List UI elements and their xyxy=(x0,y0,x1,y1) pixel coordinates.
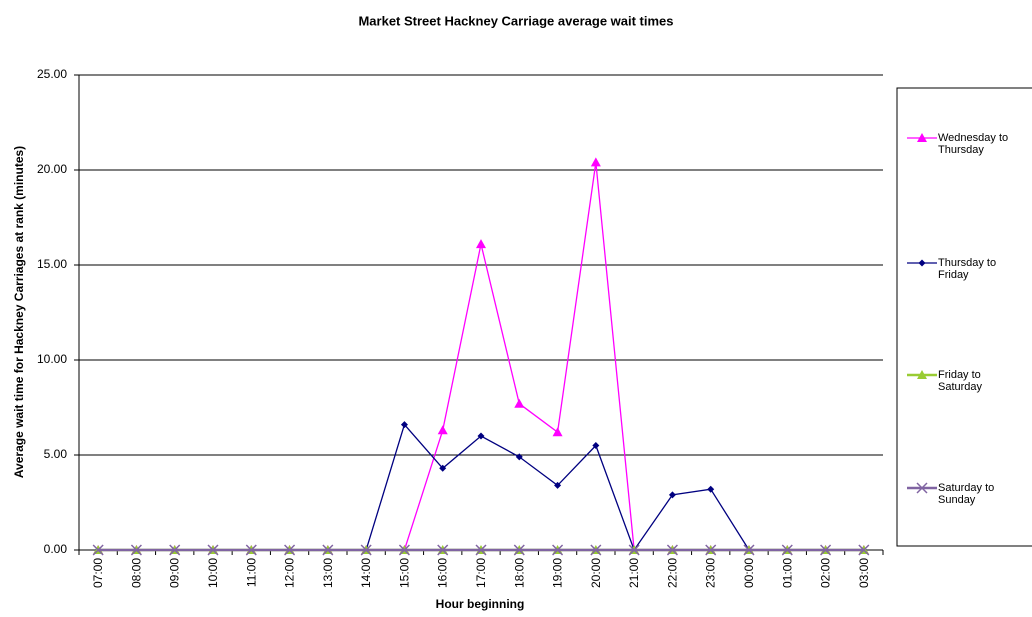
point xyxy=(743,544,755,556)
x-tick-label: 17:00 xyxy=(474,558,488,588)
legend-marker xyxy=(917,133,927,142)
x-tick-label: 21:00 xyxy=(627,558,641,588)
point xyxy=(781,544,793,556)
point xyxy=(707,485,715,493)
point xyxy=(284,544,296,556)
legend-label: Saturday to Sunday xyxy=(938,482,995,506)
legend-marker xyxy=(918,259,926,267)
x-tick-label: 23:00 xyxy=(704,558,718,588)
legend-label: Thursday to Friday xyxy=(938,257,997,281)
point xyxy=(360,544,372,556)
x-tick-label: 22:00 xyxy=(665,558,679,588)
point xyxy=(705,544,717,556)
point xyxy=(514,398,525,408)
series-line xyxy=(98,162,864,551)
point xyxy=(130,544,142,556)
point xyxy=(92,544,104,556)
point xyxy=(590,544,602,556)
point xyxy=(552,427,563,437)
point xyxy=(668,491,676,499)
x-tick-label: 16:00 xyxy=(436,558,450,588)
legend-label: Friday to Saturday xyxy=(938,369,983,393)
point xyxy=(476,239,486,249)
legend-marker xyxy=(916,482,928,494)
x-tick-label: 07:00 xyxy=(91,558,105,588)
x-tick-label: 03:00 xyxy=(857,558,871,588)
point xyxy=(207,544,219,556)
series-line xyxy=(98,423,864,552)
point xyxy=(513,544,525,556)
x-tick-label: 18:00 xyxy=(512,558,526,588)
x-tick-label: 08:00 xyxy=(129,558,143,588)
x-tick-label: 19:00 xyxy=(551,558,565,588)
y-tick-label: 15.00 xyxy=(37,257,67,271)
x-tick-label: 09:00 xyxy=(168,558,182,588)
x-tick-label: 14:00 xyxy=(359,558,373,588)
x-tick-label: 00:00 xyxy=(742,558,756,588)
y-tick-label: 10.00 xyxy=(37,352,67,366)
point xyxy=(628,544,640,556)
point xyxy=(858,544,870,556)
y-axis-title: Average wait time for Hackney Carriages … xyxy=(12,146,26,478)
point xyxy=(592,442,600,449)
point xyxy=(554,481,562,489)
point xyxy=(169,544,181,556)
point xyxy=(515,453,523,461)
x-axis-title: Hour beginning xyxy=(436,597,525,611)
point xyxy=(245,544,257,556)
point xyxy=(437,544,449,556)
point xyxy=(475,544,487,556)
legend-box xyxy=(896,87,1032,547)
y-tick-label: 5.00 xyxy=(44,447,68,461)
point xyxy=(552,544,564,556)
point xyxy=(322,544,334,556)
x-tick-label: 12:00 xyxy=(283,558,297,588)
point xyxy=(477,432,485,440)
legend-label: Wednesday to Thursday xyxy=(938,132,1009,156)
y-tick-label: 20.00 xyxy=(37,162,67,176)
point xyxy=(590,157,601,167)
x-tick-label: 20:00 xyxy=(589,558,603,588)
y-tick-label: 0.00 xyxy=(44,542,68,556)
point xyxy=(398,544,410,556)
x-tick-label: 11:00 xyxy=(244,558,258,587)
point xyxy=(400,421,408,429)
point xyxy=(439,464,447,472)
point xyxy=(437,425,448,435)
legend-marker xyxy=(917,370,927,379)
x-tick-label: 01:00 xyxy=(780,558,794,588)
chart-title: Market Street Hackney Carriage average w… xyxy=(358,13,673,28)
x-tick-label: 13:00 xyxy=(321,558,335,588)
y-tick-label: 25.00 xyxy=(37,67,67,81)
point xyxy=(666,544,678,556)
x-tick-label: 15:00 xyxy=(397,558,411,588)
x-tick-label: 02:00 xyxy=(819,558,833,588)
point xyxy=(820,544,832,556)
x-tick-label: 10:00 xyxy=(206,558,220,588)
